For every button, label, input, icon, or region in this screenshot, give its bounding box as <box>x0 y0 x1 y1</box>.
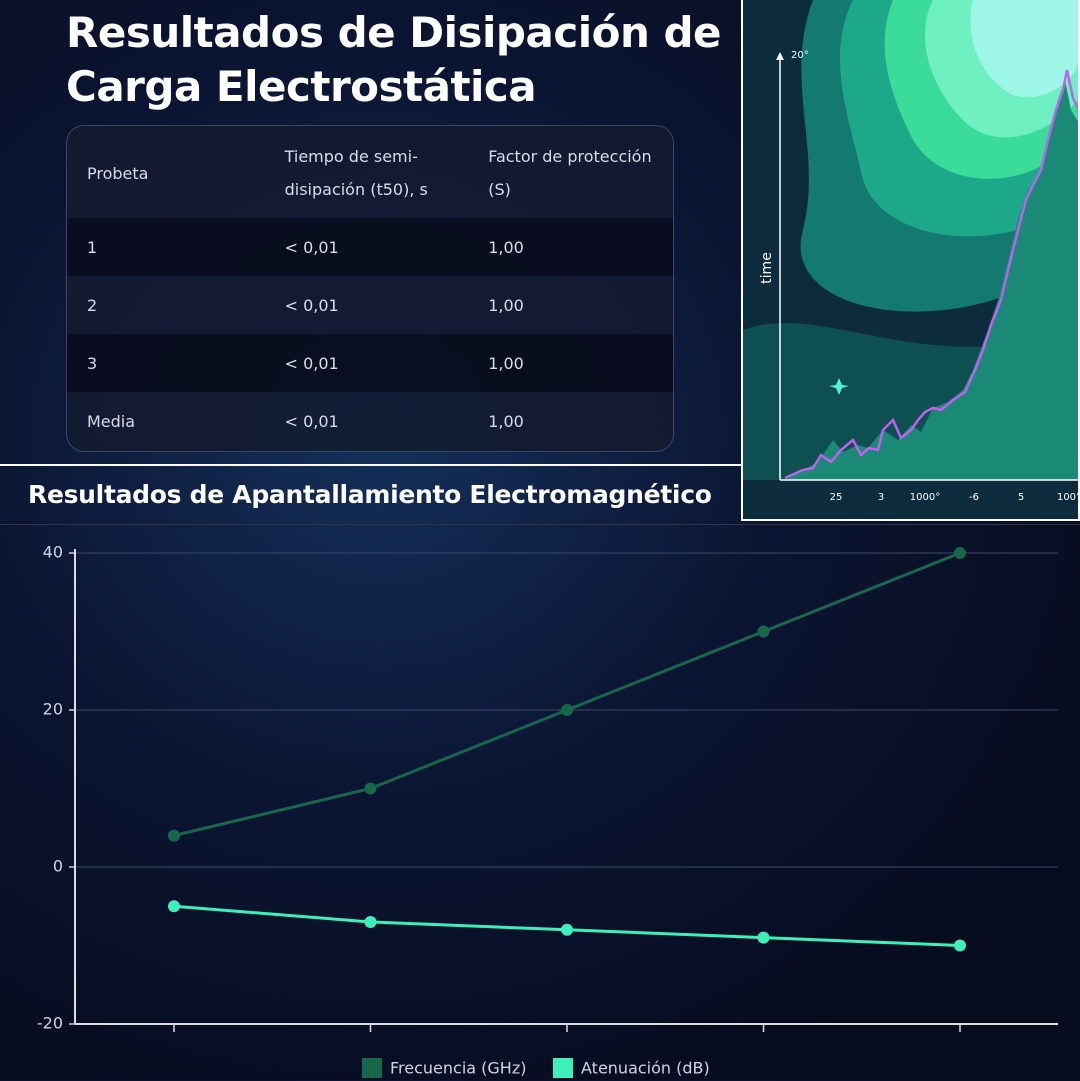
table-cell: 3 <box>87 353 98 373</box>
table-cell: 1 <box>87 237 98 257</box>
table-cell: < 0,01 <box>284 411 339 431</box>
y-tick-label: 0 <box>53 857 63 876</box>
data-point <box>364 915 377 928</box>
x-tick-label: -6 <box>969 492 979 503</box>
table-cell: Media <box>87 411 136 431</box>
illustration: 20° time 25 3 1000° -6 5 100° <box>741 0 1080 521</box>
y-axis-title: time <box>759 252 775 284</box>
column-header: Probeta <box>87 163 149 183</box>
chart: -20 0 20 40 Frecuencia (GHz) Atenuación (dB) <box>0 524 1080 1078</box>
illustration-art: 20° time 25 3 1000° -6 5 100° <box>743 0 1080 503</box>
table-cell: 1,00 <box>488 411 524 431</box>
data-point <box>561 923 573 936</box>
legend-label: Atenuación (dB) <box>581 1059 710 1078</box>
table-row: 2 < 0,01 1,00 <box>67 276 673 334</box>
y-tick-label: 20 <box>43 700 63 719</box>
table-card: Probeta Tiempo de semi-disipación (t50),… <box>66 125 674 452</box>
data-point <box>168 829 180 842</box>
x-tick-label: 1000° <box>910 492 940 503</box>
peak-area <box>785 80 1080 480</box>
data-point <box>757 625 770 638</box>
y-tick-label: -20 <box>37 1014 63 1033</box>
table-row: 3 < 0,01 1,00 <box>67 334 673 392</box>
y-tick-label: 40 <box>43 543 63 562</box>
table-cell: 2 <box>87 295 98 315</box>
table-row: 1 < 0,01 1,00 <box>67 218 673 276</box>
x-tick-label: 100° <box>1057 492 1078 503</box>
signal-line <box>784 69 1080 480</box>
results-table: Probeta Tiempo de semi-disipación (t50),… <box>67 126 673 450</box>
series-line <box>173 551 961 838</box>
table-cell: < 0,01 <box>284 353 339 373</box>
data-point <box>954 547 966 559</box>
data-point <box>168 900 180 913</box>
axis-arrow <box>776 52 784 60</box>
table-cell: < 0,01 <box>284 237 339 257</box>
table-cell: < 0,01 <box>284 295 339 315</box>
table-cell: 1,00 <box>488 295 524 315</box>
data-point <box>757 931 770 944</box>
data-point <box>561 704 573 716</box>
static-panel: Resultados de Disipación de Carga Electr… <box>0 0 740 462</box>
column-header: Factor de protección (S) <box>488 147 652 199</box>
section-header: Resultados de Apantallamiento Electromag… <box>0 464 741 526</box>
table-cell: 1,00 <box>488 237 524 257</box>
y-top-label: 20° <box>791 50 809 61</box>
data-point <box>954 939 966 952</box>
x-tick-label: 3 <box>878 492 884 503</box>
table-row: Media < 0,01 1,00 <box>67 392 673 450</box>
table-cell: 1,00 <box>488 353 524 373</box>
legend-label: Frecuencia (GHz) <box>390 1059 526 1078</box>
legend-swatch <box>553 1058 573 1078</box>
chart-title: Resultados de Apantallamiento Electromag… <box>28 480 712 509</box>
column-header: Tiempo de semi-disipación (t50), s <box>284 147 428 199</box>
data-point <box>364 782 377 795</box>
blob <box>970 0 1078 98</box>
sparkle <box>829 378 849 395</box>
panel-title: Resultados de Disipación de Carga Electr… <box>66 8 722 111</box>
legend-swatch <box>362 1058 382 1078</box>
x-tick-label: 5 <box>1018 492 1024 503</box>
x-tick-label: 25 <box>830 492 843 503</box>
